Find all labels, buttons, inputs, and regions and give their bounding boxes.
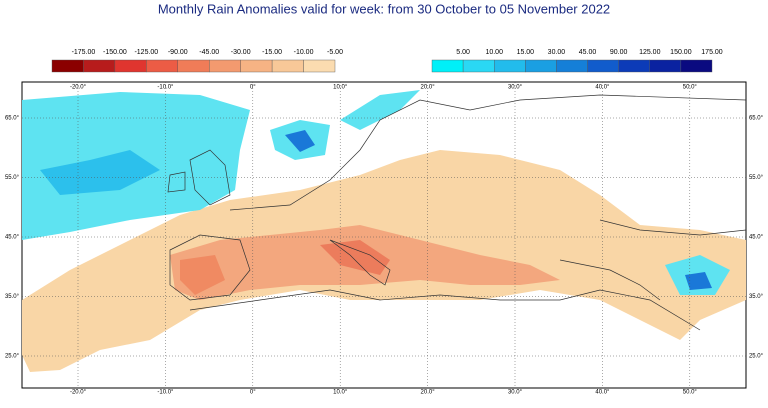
legend-swatch [587,59,619,73]
longitude-label: 30.0° [508,85,523,91]
legend-swatch [51,59,84,73]
legend-swatch [146,59,178,73]
legend-swatch [431,59,464,73]
legend-swatch [494,59,526,73]
legend-label: -90.00 [168,49,188,56]
longitude-label: 10.0° [333,390,348,396]
legend-swatch [177,59,210,73]
longitude-label: 50.0° [683,390,698,396]
legend-swatch [525,59,557,73]
latitude-label: 25.0° [749,354,764,360]
longitude-label: 30.0° [508,390,523,396]
latitude-label: 55.0° [749,175,764,181]
latitude-label: 65.0° [749,116,764,122]
longitude-label: 50.0° [683,85,698,91]
latitude-label: 35.0° [5,294,20,300]
legend-label: -30.00 [231,49,251,56]
legend-label: -175.00 [72,49,96,56]
longitude-label: 0° [250,85,256,91]
legend-label: 30.00 [548,49,566,56]
longitude-label: 40.0° [595,390,610,396]
legend-swatch [462,59,495,73]
legend-label: -125.00 [134,49,158,56]
legend-label: -45.00 [199,49,219,56]
legend-swatch [649,59,682,73]
longitude-label: -20.0° [70,85,87,91]
longitude-label: 20.0° [421,390,436,396]
latitude-label: 25.0° [5,354,20,360]
latitude-label: 55.0° [5,175,20,181]
map: -20.0° -20.0° -10.0° -10.0° 0° 0° 10.0° 10.0° 20… [5,81,764,396]
longitude-label: -10.0° [157,390,174,396]
legend-label: 10.00 [485,49,503,56]
legend-label: 90.00 [610,49,628,56]
latitude-label: 45.0° [749,235,764,241]
legend-swatch [209,59,241,73]
legend-label: 175.00 [701,49,723,56]
legend-label: 5.00 [456,49,470,56]
legend-label: -5.00 [327,49,343,56]
legend-swatch [556,59,588,73]
title: Monthly Rain Anomalies valid for week: f… [158,1,610,16]
longitude-label: 0° [250,390,256,396]
legend-label: -150.00 [103,49,127,56]
legend-label: 45.00 [579,49,597,56]
longitude-label: 10.0° [333,85,348,91]
legend-label: 125.00 [639,49,661,56]
legend-swatch [240,59,273,73]
legend-swatch [83,59,116,73]
legend-swatch [271,59,304,73]
legend-swatch [303,59,336,73]
longitude-label: 20.0° [421,85,436,91]
longitude-label: -20.0° [70,390,87,396]
legend-swatch [680,59,713,73]
latitude-label: 35.0° [749,294,764,300]
latitude-label: 45.0° [5,235,20,241]
legend-label: -15.00 [262,49,282,56]
legend-swatch [618,59,650,73]
legend-label: 15.00 [517,49,535,56]
longitude-label: -10.0° [157,85,174,91]
latitude-label: 65.0° [5,116,20,122]
legend-label: 150.00 [670,49,692,56]
legend-label: -10.00 [294,49,314,56]
longitude-label: 40.0° [595,85,610,91]
legend: -175.00 -150.00 -125.00 -90.00 -45.00 -30.00 -… [51,49,723,73]
legend-swatch [114,59,147,73]
